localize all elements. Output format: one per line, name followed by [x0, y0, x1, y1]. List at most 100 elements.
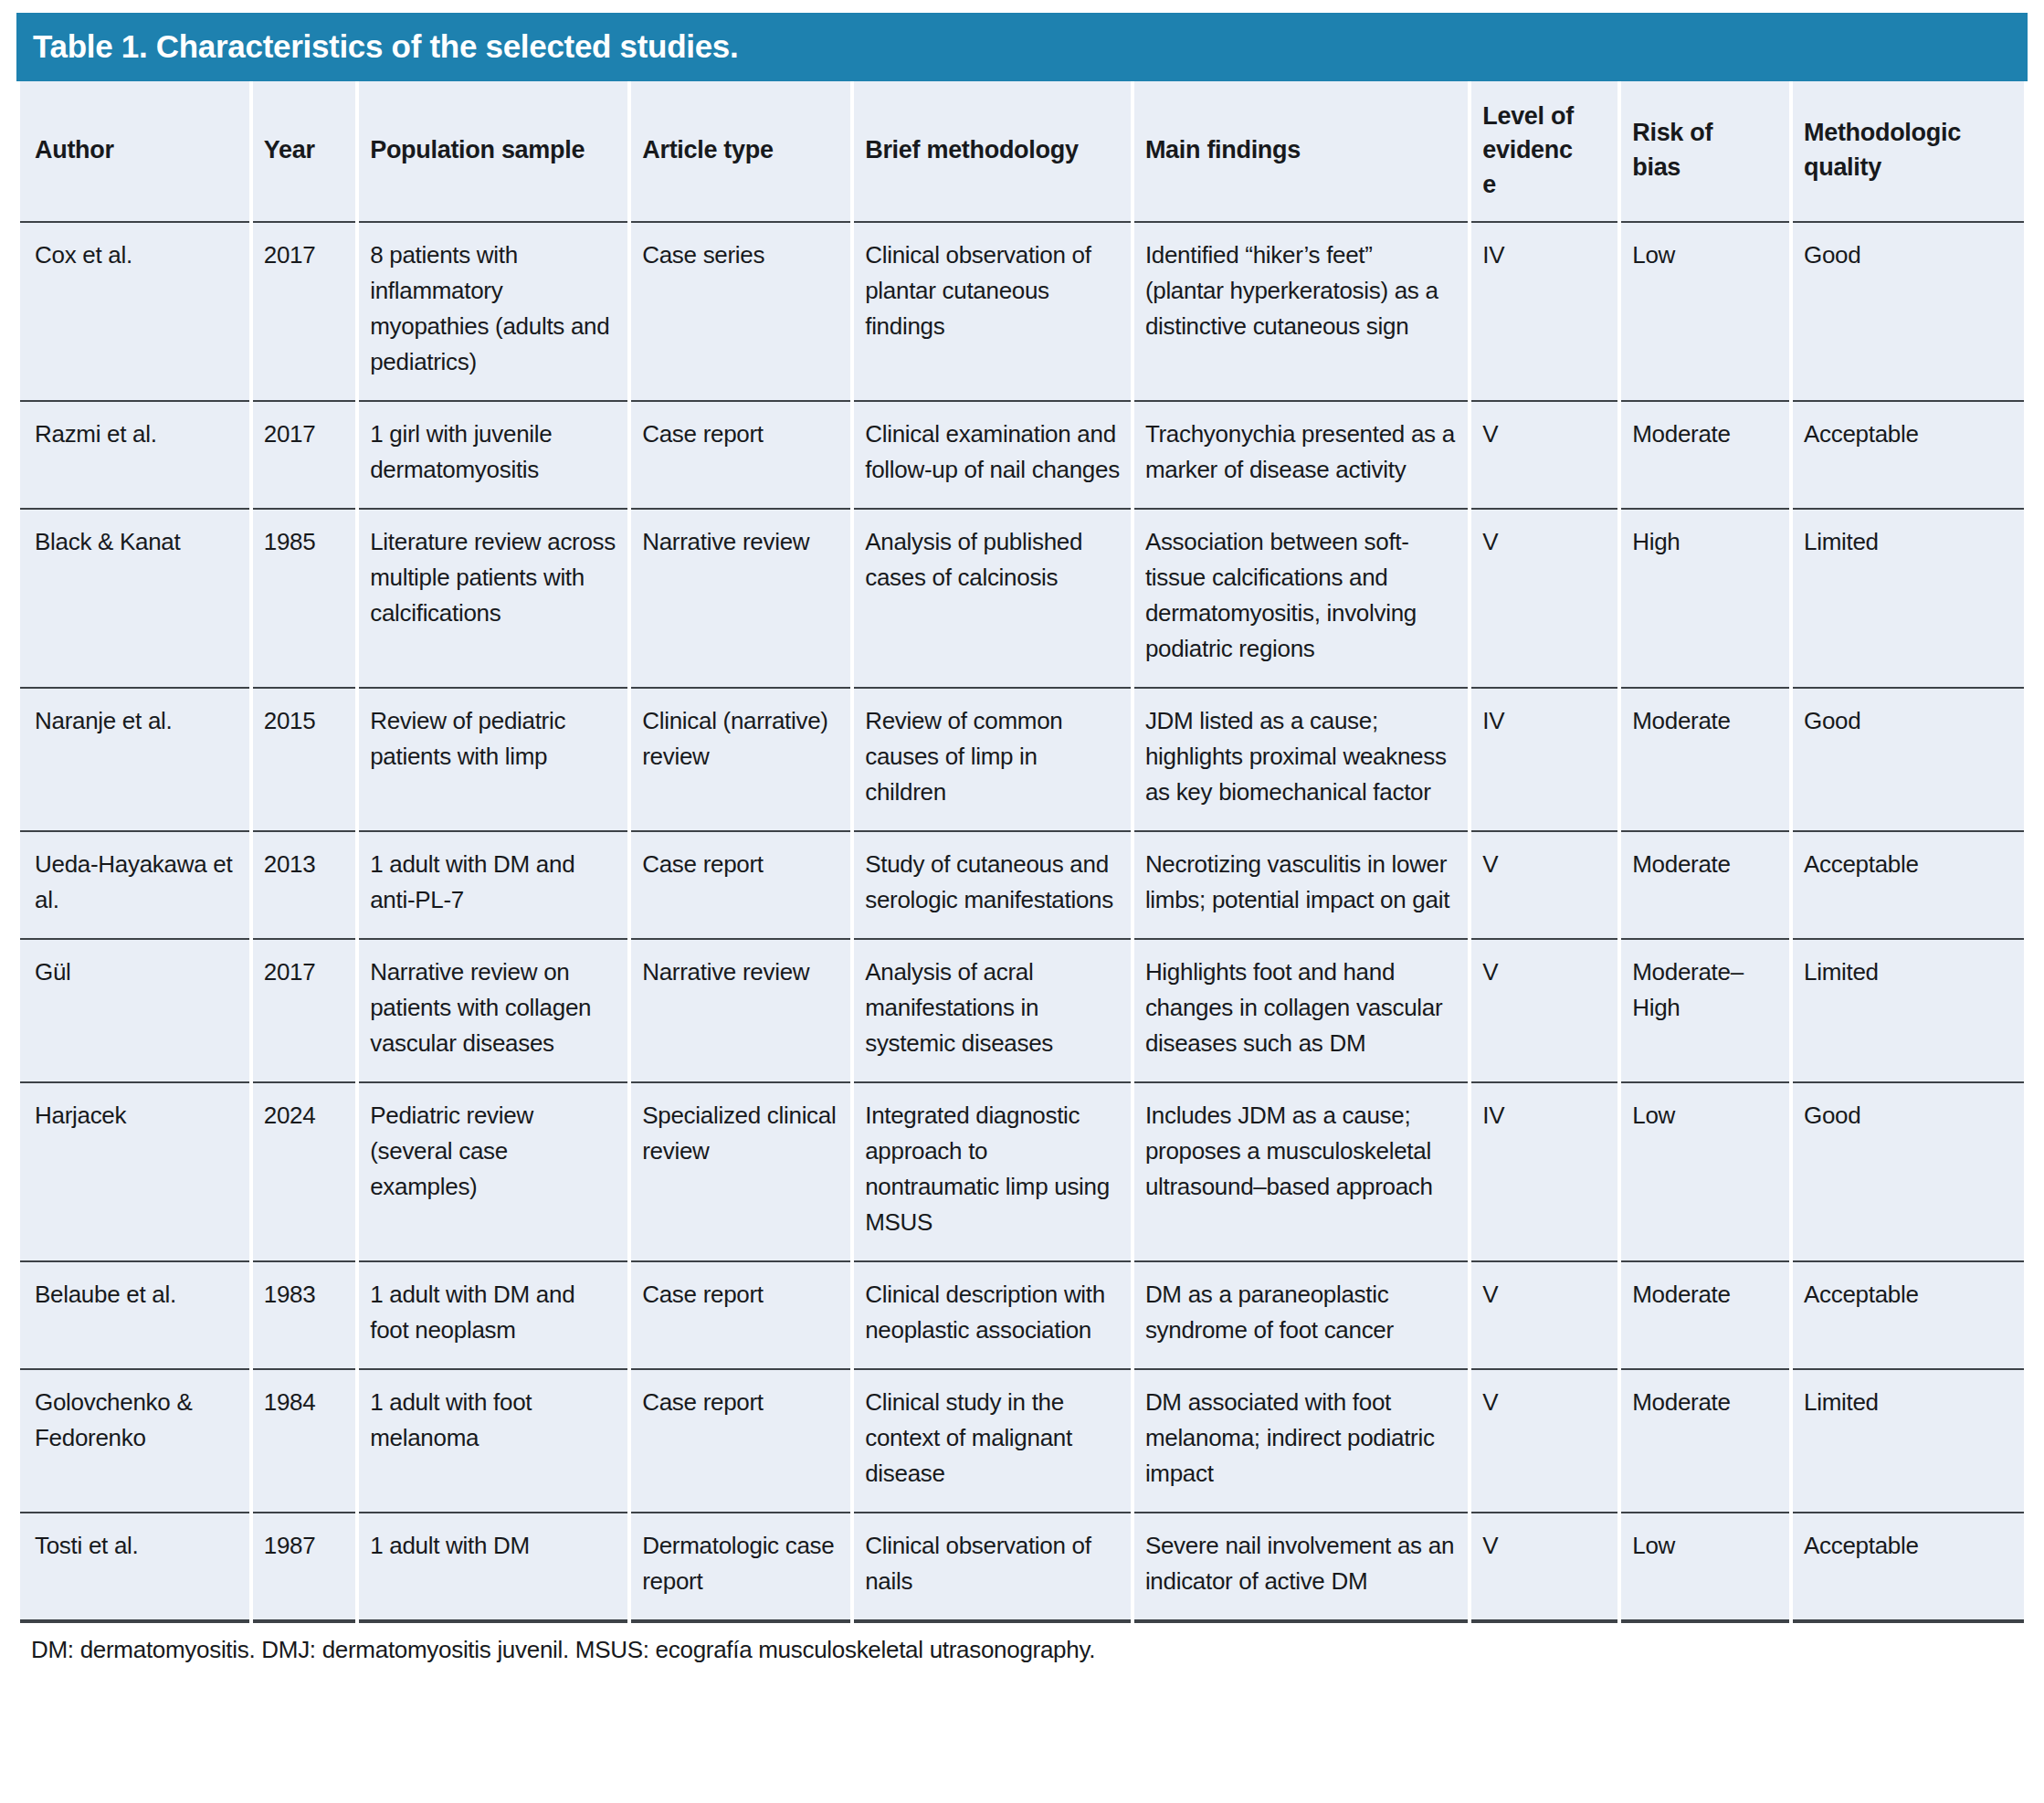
- table-cell-year: 1983: [253, 1262, 355, 1370]
- table-cell-author: Ueda-Hayakawa et al.: [20, 832, 249, 940]
- table-cell-risk-of-bias: Low: [1621, 223, 1789, 402]
- col-header-methodologic-quality: Methodologic quality: [1793, 81, 2024, 223]
- table-cell-main-findings: Association between soft-tissue calcific…: [1134, 510, 1468, 689]
- table-cell-level-of-evidence: V: [1471, 510, 1617, 689]
- page: Table 1. Characteristics of the selected…: [0, 0, 2044, 1803]
- table-cell-article-type: Narrative review: [631, 940, 850, 1083]
- table-cell-risk-of-bias: Moderate: [1621, 832, 1789, 940]
- table-cell-population-sample: 1 adult with DM and foot neoplasm: [359, 1262, 627, 1370]
- table-cell-year: 1984: [253, 1370, 355, 1513]
- table-cell-main-findings: Necrotizing vasculitis in lower limbs; p…: [1134, 832, 1468, 940]
- col-header-brief-methodology: Brief methodology: [854, 81, 1131, 223]
- table-cell-year: 2017: [253, 940, 355, 1083]
- table-cell-population-sample: 1 adult with DM and anti-PL-7: [359, 832, 627, 940]
- table-cell-risk-of-bias: Moderate–High: [1621, 940, 1789, 1083]
- table-cell-methodologic-quality: Good: [1793, 689, 2024, 832]
- table-cell-article-type: Case series: [631, 223, 850, 402]
- table-row: Naranje et al.2015Review of pediatric pa…: [20, 689, 2024, 832]
- table-cell-risk-of-bias: High: [1621, 510, 1789, 689]
- table-cell-methodologic-quality: Good: [1793, 1083, 2024, 1262]
- table-cell-author: Black & Kanat: [20, 510, 249, 689]
- table-cell-brief-methodology: Study of cutaneous and serologic manifes…: [854, 832, 1131, 940]
- table-cell-article-type: Clinical (narrative) review: [631, 689, 850, 832]
- table-cell-main-findings: JDM listed as a cause; highlights proxim…: [1134, 689, 1468, 832]
- table-cell-methodologic-quality: Acceptable: [1793, 1262, 2024, 1370]
- table-cell-year: 1985: [253, 510, 355, 689]
- col-header-level-of-evidence: Level of evidence: [1471, 81, 1617, 223]
- table-cell-population-sample: Literature review across multiple patien…: [359, 510, 627, 689]
- table-cell-population-sample: 1 adult with foot melanoma: [359, 1370, 627, 1513]
- table-cell-article-type: Case report: [631, 1370, 850, 1513]
- table-card: Table 1. Characteristics of the selected…: [16, 13, 2028, 1664]
- table-cell-brief-methodology: Clinical description with neoplastic ass…: [854, 1262, 1131, 1370]
- table-cell-main-findings: Trachyonychia presented as a marker of d…: [1134, 402, 1468, 510]
- table-cell-brief-methodology: Clinical study in the context of maligna…: [854, 1370, 1131, 1513]
- header-row: Author Year Population sample Article ty…: [20, 81, 2024, 223]
- table-cell-methodologic-quality: Acceptable: [1793, 402, 2024, 510]
- table-cell-methodologic-quality: Acceptable: [1793, 832, 2024, 940]
- table-cell-main-findings: DM as a paraneoplastic syndrome of foot …: [1134, 1262, 1468, 1370]
- table-cell-main-findings: Severe nail involvement as an indicator …: [1134, 1513, 1468, 1623]
- table-cell-brief-methodology: Analysis of published cases of calcinosi…: [854, 510, 1131, 689]
- table-cell-author: Tosti et al.: [20, 1513, 249, 1623]
- table-cell-level-of-evidence: V: [1471, 940, 1617, 1083]
- col-header-population-sample: Population sample: [359, 81, 627, 223]
- table-cell-level-of-evidence: V: [1471, 1262, 1617, 1370]
- table-title: Table 1. Characteristics of the selected…: [33, 28, 738, 64]
- col-header-author: Author: [20, 81, 249, 223]
- table-cell-year: 2017: [253, 223, 355, 402]
- table-cell-article-type: Case report: [631, 832, 850, 940]
- table-cell-risk-of-bias: Moderate: [1621, 1262, 1789, 1370]
- col-header-article-type: Article type: [631, 81, 850, 223]
- table-cell-risk-of-bias: Moderate: [1621, 1370, 1789, 1513]
- table-cell-population-sample: Review of pediatric patients with limp: [359, 689, 627, 832]
- table-cell-methodologic-quality: Limited: [1793, 1370, 2024, 1513]
- table-row: Harjacek2024Pediatric review (several ca…: [20, 1083, 2024, 1262]
- table-cell-brief-methodology: Review of common causes of limp in child…: [854, 689, 1131, 832]
- table-row: Ueda-Hayakawa et al.20131 adult with DM …: [20, 832, 2024, 940]
- table-cell-main-findings: Includes JDM as a cause; proposes a musc…: [1134, 1083, 1468, 1262]
- table-cell-population-sample: 1 girl with juvenile dermatomyositis: [359, 402, 627, 510]
- table-cell-article-type: Case report: [631, 1262, 850, 1370]
- table-row: Razmi et al.20171 girl with juvenile der…: [20, 402, 2024, 510]
- table-cell-year: 2024: [253, 1083, 355, 1262]
- table-cell-level-of-evidence: V: [1471, 1370, 1617, 1513]
- table-cell-brief-methodology: Clinical examination and follow-up of na…: [854, 402, 1131, 510]
- table-cell-population-sample: Narrative review on patients with collag…: [359, 940, 627, 1083]
- table-cell-brief-methodology: Clinical observation of nails: [854, 1513, 1131, 1623]
- table-cell-article-type: Case report: [631, 402, 850, 510]
- table-cell-level-of-evidence: V: [1471, 1513, 1617, 1623]
- table-cell-article-type: Narrative review: [631, 510, 850, 689]
- table-title-bar: Table 1. Characteristics of the selected…: [16, 13, 2028, 81]
- table-cell-article-type: Dermatologic case report: [631, 1513, 850, 1623]
- table-cell-year: 2017: [253, 402, 355, 510]
- table-cell-year: 1987: [253, 1513, 355, 1623]
- studies-table: Author Year Population sample Article ty…: [16, 81, 2028, 1623]
- table-cell-level-of-evidence: IV: [1471, 689, 1617, 832]
- table-footnote: DM: dermatomyositis. DMJ: dermatomyositi…: [16, 1623, 2028, 1664]
- table-body: Cox et al.20178 patients with inflammato…: [20, 223, 2024, 1623]
- table-row: Cox et al.20178 patients with inflammato…: [20, 223, 2024, 402]
- table-cell-year: 2013: [253, 832, 355, 940]
- table-cell-level-of-evidence: V: [1471, 402, 1617, 510]
- table-cell-main-findings: Identified “hiker’s feet” (plantar hyper…: [1134, 223, 1468, 402]
- table-cell-main-findings: DM associated with foot melanoma; indire…: [1134, 1370, 1468, 1513]
- table-row: Belaube et al.19831 adult with DM and fo…: [20, 1262, 2024, 1370]
- col-header-year: Year: [253, 81, 355, 223]
- table-cell-level-of-evidence: IV: [1471, 223, 1617, 402]
- table-cell-risk-of-bias: Low: [1621, 1083, 1789, 1262]
- table-row: Tosti et al.19871 adult with DMDermatolo…: [20, 1513, 2024, 1623]
- table-cell-author: Gül: [20, 940, 249, 1083]
- table-cell-author: Razmi et al.: [20, 402, 249, 510]
- table-cell-brief-methodology: Integrated diagnostic approach to nontra…: [854, 1083, 1131, 1262]
- table-cell-year: 2015: [253, 689, 355, 832]
- table-cell-author: Naranje et al.: [20, 689, 249, 832]
- table-cell-author: Belaube et al.: [20, 1262, 249, 1370]
- table-cell-level-of-evidence: V: [1471, 832, 1617, 940]
- table-cell-level-of-evidence: IV: [1471, 1083, 1617, 1262]
- table-cell-methodologic-quality: Limited: [1793, 510, 2024, 689]
- table-cell-methodologic-quality: Acceptable: [1793, 1513, 2024, 1623]
- table-cell-main-findings: Highlights foot and hand changes in coll…: [1134, 940, 1468, 1083]
- table-cell-population-sample: 1 adult with DM: [359, 1513, 627, 1623]
- table-cell-risk-of-bias: Moderate: [1621, 689, 1789, 832]
